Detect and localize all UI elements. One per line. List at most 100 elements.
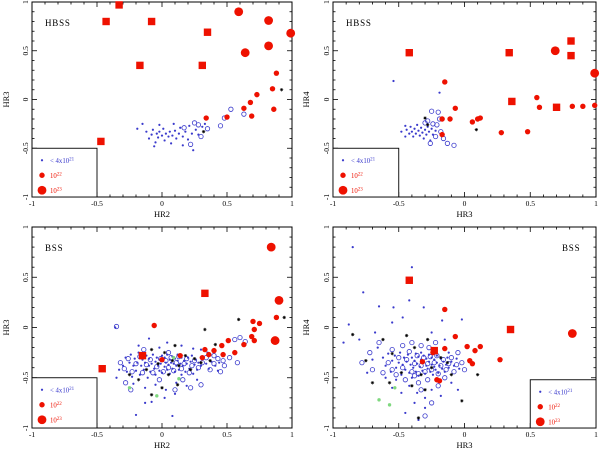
svg-text:-1: -1	[29, 199, 35, 208]
svg-text:-0.5: -0.5	[91, 430, 103, 439]
svg-text:0.5: 0.5	[322, 46, 331, 56]
svg-text:-0.5: -0.5	[91, 199, 103, 208]
svg-text:0: 0	[160, 430, 164, 439]
series-black-asterisks	[351, 332, 480, 420]
legend-label: 1022	[548, 404, 560, 412]
series-nh-lt-4e21-dots	[136, 122, 206, 152]
svg-text:0.5: 0.5	[222, 430, 232, 439]
svg-text:0.5: 0.5	[222, 199, 232, 208]
svg-text:0.5: 0.5	[21, 46, 30, 56]
series-green-points	[377, 386, 397, 407]
svg-text:-1: -1	[330, 430, 336, 439]
svg-text:1: 1	[322, 0, 331, 4]
svg-text:-1: -1	[330, 199, 336, 208]
y-axis-label: HR4	[301, 91, 311, 108]
svg-text:1: 1	[594, 430, 598, 439]
series-nh-1e23	[567, 329, 577, 338]
legend-label: < 4x1021	[50, 157, 75, 165]
scatter-plot: -1-1 -0.5 -0.5 0 0 0.5 0.5 1 1 HR2 HR3 HBSS < 4x1021…	[1, 0, 296, 219]
series-red-squares	[98, 289, 209, 373]
legend-label: < 4x1021	[548, 389, 573, 397]
series-nh-1e22	[203, 70, 280, 121]
tick-labels: -1-1 -0.5 -0.5 0 0 0.5 0.5 1 1	[21, 225, 294, 439]
svg-text:-1: -1	[29, 430, 35, 439]
svg-text:-0.5: -0.5	[393, 199, 405, 208]
series-nh-1e22	[419, 306, 503, 384]
svg-text:-0.5: -0.5	[21, 372, 30, 384]
series-green-points	[127, 355, 181, 398]
tick-labels: -1-1 -0.5 -0.5 0 0 0.5 0.5 1 1	[322, 225, 598, 439]
x-axis-label: HR2	[154, 209, 170, 219]
legend: < 4x1021 1022 1023	[332, 147, 400, 198]
series-nh-lt-4e21-circles	[422, 108, 457, 148]
series-nh-1e23	[550, 46, 600, 78]
x-axis-label: HR2	[154, 440, 170, 449]
y-axis-label: HR4	[301, 319, 311, 336]
series-nh-1e23	[266, 242, 284, 345]
axis-ticks	[31, 1, 293, 198]
svg-text:1: 1	[290, 199, 294, 208]
series-red-squares	[405, 37, 575, 111]
series-nh-1e22	[151, 314, 280, 363]
svg-text:0.5: 0.5	[526, 430, 536, 439]
legend-label: < 4x1021	[351, 157, 376, 165]
y-axis-label: HR3	[1, 319, 11, 335]
svg-text:0: 0	[463, 199, 467, 208]
tick-labels: -1-1 -0.5 -0.5 0 0 0.5 0.5 1 1	[21, 0, 294, 208]
panel-title: BSS	[562, 243, 580, 253]
svg-text:1: 1	[21, 225, 30, 229]
x-axis-label: HR3	[456, 440, 472, 449]
svg-text:-1: -1	[322, 425, 331, 431]
panel-hbss-hr2-hr3: -1 -1 -0.5 -0.5 0 0 0.5 0.5 1 1 HR2 HR3 HBSS < 4x1021…	[0, 0, 300, 230]
legend-label: 1022	[50, 172, 62, 180]
scatter-plot: -1-1 -0.5 -0.5 0 0 0.5 0.5 1 1 HR3 HR4 BSS < 4x1021 1…	[301, 225, 598, 449]
panel-title: HBSS	[45, 18, 71, 28]
series-nh-1e23	[234, 7, 296, 58]
series-nh-lt-4e21-circles	[359, 339, 468, 419]
legend: < 4x1021 1022 1023	[31, 147, 98, 198]
series-black-asterisks	[423, 116, 479, 132]
legend-label: < 4x1021	[50, 387, 75, 395]
svg-text:0: 0	[463, 430, 467, 439]
series-nh-lt-4e21-circles	[181, 106, 247, 147]
svg-text:1: 1	[290, 430, 294, 439]
svg-text:1: 1	[21, 0, 30, 4]
legend: < 4x1021 1022 1023	[529, 379, 597, 429]
svg-text:0: 0	[21, 325, 30, 329]
legend-label: 1023	[50, 417, 62, 425]
legend: < 4x1021 1022 1023	[31, 377, 98, 429]
svg-text:0.5: 0.5	[21, 272, 30, 282]
svg-text:-1: -1	[21, 194, 30, 200]
svg-text:-0.5: -0.5	[21, 142, 30, 154]
series-nh-1e22	[439, 79, 598, 138]
svg-text:0: 0	[21, 97, 30, 101]
series-red-squares	[97, 1, 212, 146]
legend-label: 1023	[50, 187, 62, 195]
legend-label: 1022	[351, 172, 363, 180]
series-nh-lt-4e21-dots	[342, 246, 463, 422]
panel-bss-hr3-hr4: -1 -1 -0.5 -0.5 0 0 0.5 0.5 1 1 HR3 HR4 BSS < 4x1021 1…	[300, 225, 600, 449]
svg-text:0: 0	[160, 199, 164, 208]
series-black-asterisks	[201, 88, 284, 134]
panel-bss-hr2-hr3: -1 -1 -0.5 -0.5 0 0 0.5 0.5 1 1 HR2 HR3 BSS < 4x1021 1…	[0, 225, 300, 449]
panel-title: BSS	[45, 243, 63, 253]
svg-text:-1: -1	[322, 194, 331, 200]
svg-text:-0.5: -0.5	[393, 430, 405, 439]
y-axis-label: HR3	[1, 91, 11, 107]
legend-label: 1023	[351, 187, 363, 195]
svg-text:0: 0	[322, 325, 331, 329]
svg-text:1: 1	[594, 199, 598, 208]
tick-labels: -1-1 -0.5 -0.5 0 0 0.5 0.5 1 1	[322, 0, 598, 208]
svg-text:-0.5: -0.5	[322, 142, 331, 154]
x-axis-label: HR3	[456, 209, 472, 219]
svg-text:1: 1	[322, 225, 331, 229]
scatter-plot: -1-1 -0.5 -0.5 0 0 0.5 0.5 1 1 HR2 HR3 BSS < 4x1021 1…	[1, 225, 294, 449]
svg-text:-1: -1	[21, 425, 30, 431]
panel-title: HBSS	[346, 18, 372, 28]
legend-label: 1022	[50, 402, 62, 410]
svg-text:-0.5: -0.5	[322, 372, 331, 384]
svg-text:0.5: 0.5	[526, 199, 536, 208]
series-black-asterisks	[127, 315, 286, 397]
svg-text:0.5: 0.5	[322, 272, 331, 282]
